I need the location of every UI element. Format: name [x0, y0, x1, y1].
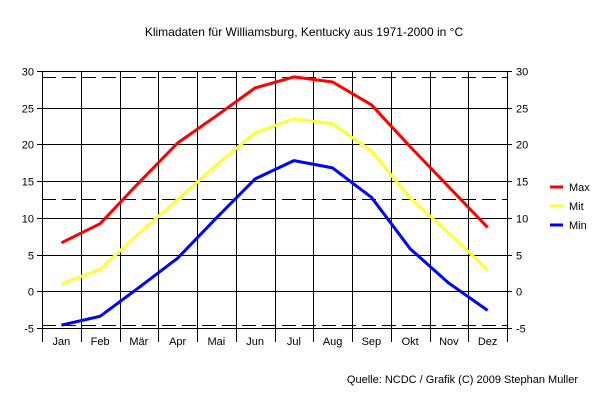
- y-tick-label-right: 5: [516, 251, 522, 263]
- y-tick-label-left: 25: [22, 104, 34, 116]
- y-tick-label-left: 30: [22, 67, 34, 79]
- reference-lines: [42, 77, 507, 326]
- x-tick-label: Dez: [478, 336, 498, 348]
- x-tick-label: Jan: [53, 336, 71, 348]
- y-tick-label-left: 5: [28, 251, 34, 263]
- legend-label-min: Min: [569, 220, 587, 232]
- chart-title: Klimadaten für Williamsburg, Kentucky au…: [145, 25, 464, 39]
- legend: Max Mit Min: [550, 182, 590, 232]
- x-tick-label: Apr: [169, 336, 186, 348]
- y-tick-label-left: 0: [28, 287, 34, 299]
- y-tick-label-right: 15: [516, 177, 528, 189]
- y-tick-label-right: 30: [516, 67, 528, 79]
- y-axis-left: -5 0 5 10 15 20 25 30: [22, 67, 42, 336]
- y-tick-label-left: 10: [22, 214, 34, 226]
- y-tick-label-right: 10: [516, 214, 528, 226]
- y-tick-label-right: -5: [516, 324, 526, 336]
- y-axis-right: -5 0 5 10 15 20 25 30: [507, 67, 528, 336]
- x-tick-label: Nov: [439, 336, 459, 348]
- legend-label-max: Max: [569, 182, 590, 194]
- y-tick-label-right: 20: [516, 140, 528, 152]
- series-line-mit: [60, 117, 489, 286]
- x-tick-label: Jul: [287, 336, 301, 348]
- y-tick-label-right: 0: [516, 287, 522, 299]
- x-tick-label: Okt: [402, 336, 419, 348]
- series-lines: [60, 75, 489, 327]
- x-tick-label: Mär: [129, 336, 148, 348]
- series-line-max: [60, 75, 489, 245]
- y-tick-label-right: 25: [516, 104, 528, 116]
- y-tick-label-left: 20: [22, 140, 34, 152]
- x-tick-label: Aug: [323, 336, 343, 348]
- legend-label-mit: Mit: [569, 201, 584, 213]
- series-line-min: [61, 159, 489, 327]
- y-tick-label-left: 15: [22, 177, 34, 189]
- x-tick-label: Feb: [91, 336, 110, 348]
- grid: [42, 71, 508, 342]
- y-tick-label-left: -5: [24, 324, 34, 336]
- x-tick-label: Sep: [362, 336, 382, 348]
- x-tick-label: Mai: [208, 336, 226, 348]
- x-tick-label: Jun: [246, 336, 264, 348]
- source-credit: Quelle: NCDC / Grafik (C) 2009 Stephan M…: [347, 374, 578, 386]
- x-axis: Jan Feb Mär Apr Mai Jun Jul Aug Sep Okt Nov Dez: [53, 336, 498, 348]
